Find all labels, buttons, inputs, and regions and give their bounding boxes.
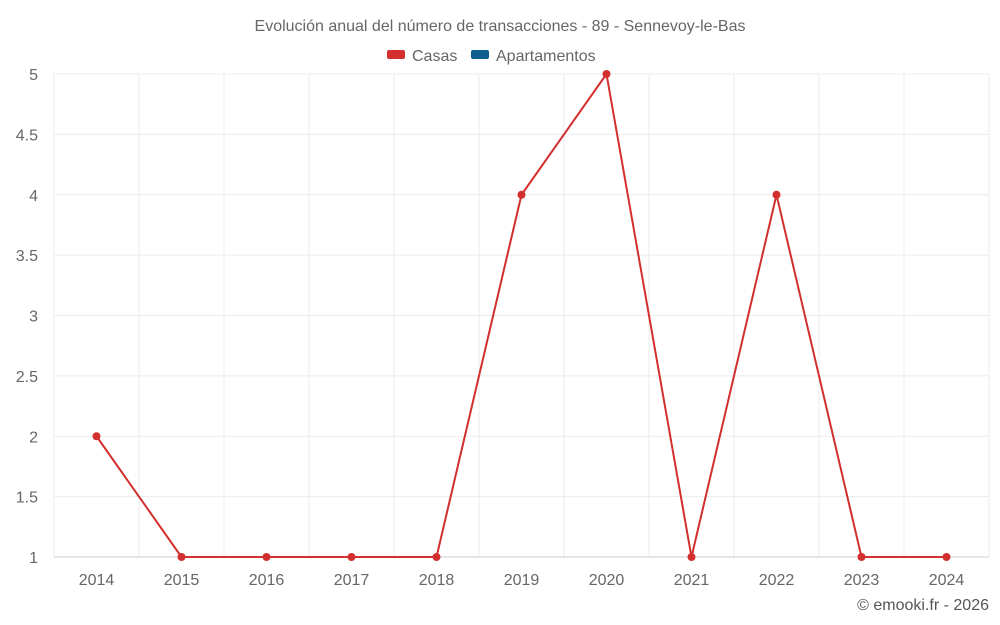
y-axis-ticks: 1 1.5 2 2.5 3 3.5 4 4.5 5: [16, 67, 38, 567]
data-point[interactable]: [177, 553, 186, 561]
data-point[interactable]: [347, 553, 356, 561]
x-gridlines: [53, 74, 990, 558]
data-point[interactable]: [857, 553, 866, 561]
data-point[interactable]: [942, 553, 951, 561]
y-tick-label: 4.5: [16, 127, 38, 144]
legend-swatch-casas: [387, 50, 405, 59]
legend-swatch-apartamentos: [471, 50, 489, 59]
data-point[interactable]: [602, 70, 611, 78]
x-axis-ticks: 2014 2015 2016 2017 2018 2019 2020 2021 2022 2023…: [79, 572, 965, 589]
data-point[interactable]: [772, 190, 781, 199]
x-tick-label: 2020: [589, 572, 625, 589]
x-tick-label: 2022: [759, 572, 795, 589]
x-tick-label: 2014: [79, 572, 115, 589]
y-tick-label: 5: [29, 67, 38, 84]
x-tick-label: 2016: [249, 572, 285, 589]
data-point[interactable]: [262, 553, 271, 561]
chart-title: Evolución anual del número de transaccio…: [255, 18, 746, 35]
legend: Casas Apartamentos: [387, 48, 596, 65]
series-layer: [92, 70, 951, 561]
legend-label-casas[interactable]: Casas: [412, 48, 457, 65]
y-tick-label: 4: [29, 188, 38, 205]
data-point[interactable]: [432, 553, 441, 561]
data-point[interactable]: [687, 553, 696, 561]
y-gridlines: [54, 73, 989, 558]
y-tick-label: 3.5: [16, 248, 38, 265]
data-point[interactable]: [92, 432, 101, 441]
x-tick-label: 2018: [419, 572, 455, 589]
x-tick-label: 2023: [844, 572, 880, 589]
x-tick-label: 2021: [674, 572, 710, 589]
y-tick-label: 1.5: [16, 490, 38, 507]
y-tick-label: 2: [29, 429, 38, 446]
x-tick-label: 2019: [504, 572, 540, 589]
data-point[interactable]: [517, 190, 526, 199]
y-tick-label: 3: [29, 309, 38, 326]
legend-label-apartamentos[interactable]: Apartamentos: [496, 48, 596, 65]
x-tick-label: 2015: [164, 572, 200, 589]
x-tick-label: 2017: [334, 572, 370, 589]
y-tick-label: 2.5: [16, 369, 38, 386]
credit-text: © emooki.fr - 2026: [857, 597, 989, 614]
x-tick-label: 2024: [929, 572, 965, 589]
y-tick-label: 1: [29, 550, 38, 567]
